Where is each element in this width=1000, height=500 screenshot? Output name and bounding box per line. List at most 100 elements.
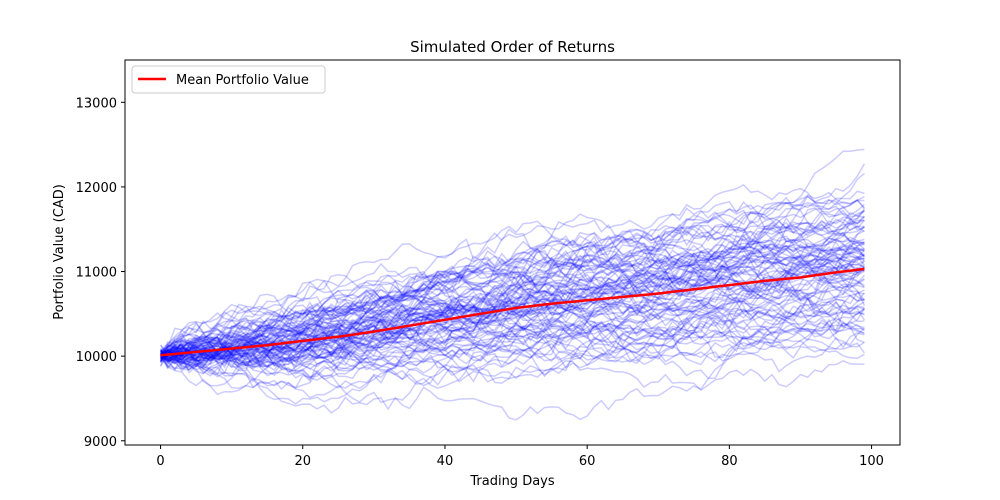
y-tick-label: 9000	[84, 435, 117, 450]
simulated-path	[159, 260, 865, 368]
y-tick-label: 12000	[76, 181, 117, 196]
simulated-path	[160, 288, 865, 355]
simulated-path	[160, 260, 865, 359]
simulated-path	[160, 228, 865, 364]
simulated-path	[160, 325, 865, 383]
simulated-path	[159, 340, 865, 421]
x-tick-label: 100	[859, 454, 884, 469]
simulated-path	[160, 332, 865, 392]
simulated-path	[160, 250, 866, 363]
simulated-path	[160, 298, 865, 404]
x-tick-label: 40	[437, 454, 454, 469]
simulated-path	[159, 240, 865, 368]
simulated-path	[160, 275, 865, 351]
simulated-path	[159, 244, 865, 375]
simulated-path	[160, 276, 865, 371]
simulated-path	[159, 306, 865, 370]
simulated-path	[160, 252, 865, 361]
simulated-path	[160, 257, 865, 365]
y-tick-label: 13000	[76, 96, 117, 111]
y-tick-label: 11000	[76, 266, 117, 281]
simulated-path	[160, 215, 865, 361]
simulated-path	[160, 195, 865, 355]
simulated-path	[160, 285, 865, 359]
simulated-path	[159, 274, 865, 367]
simulated-path	[160, 240, 865, 362]
y-tick-label: 10000	[76, 350, 117, 365]
x-tick-label: 20	[294, 454, 311, 469]
legend: Mean Portfolio Value	[131, 65, 326, 94]
simulated-path	[160, 327, 865, 405]
simulated-path	[160, 320, 865, 373]
simulated-path	[160, 252, 865, 372]
y-axis-label: Portfolio Value (CAD)	[52, 184, 67, 320]
simulated-path	[160, 308, 866, 379]
simulated-path	[160, 245, 865, 369]
mean-series	[160, 267, 865, 357]
simulated-path	[160, 264, 865, 360]
simulated-path	[160, 316, 865, 379]
simulated-path	[160, 241, 865, 352]
simulated-path	[160, 287, 865, 368]
simulated-path	[160, 173, 865, 381]
simulated-path	[160, 254, 865, 358]
simulated-path	[160, 255, 865, 371]
simulated-path	[160, 242, 865, 367]
simulated-path	[160, 248, 865, 361]
simulated-path	[159, 316, 865, 373]
simulated-path	[160, 300, 865, 383]
simulated-path	[160, 195, 865, 363]
x-axis-label: Trading Days	[469, 474, 554, 489]
simulated-path	[160, 312, 865, 362]
simulated-path	[160, 190, 865, 368]
simulated-path	[160, 226, 865, 361]
simulated-path	[160, 219, 865, 364]
mean-portfolio-line	[160, 267, 865, 357]
simulated-path	[160, 241, 865, 366]
simulated-path	[160, 210, 865, 363]
simulated-path	[160, 196, 865, 358]
simulated-path	[160, 321, 865, 370]
simulated-path	[159, 219, 865, 396]
chart-title: Simulated Order of Returns	[410, 38, 615, 56]
simulated-path	[160, 239, 865, 365]
simulated-path	[160, 255, 865, 377]
legend-label-mean: Mean Portfolio Value	[176, 73, 309, 88]
simulated-path	[160, 211, 865, 361]
simulated-path	[160, 209, 865, 360]
simulated-path	[160, 242, 866, 360]
simulated-paths	[159, 148, 866, 421]
simulated-path	[160, 204, 865, 361]
simulated-path	[160, 274, 865, 366]
x-tick-label: 80	[721, 454, 738, 469]
simulated-path	[160, 308, 865, 399]
simulated-path	[160, 201, 865, 361]
simulated-path	[160, 307, 865, 375]
simulated-path	[160, 266, 865, 358]
simulated-path	[160, 266, 865, 353]
simulated-path	[160, 261, 865, 373]
simulated-path	[160, 237, 865, 358]
x-axis: 0 20 40 60 80 100	[156, 445, 884, 469]
simulated-path	[160, 266, 865, 382]
legend-box	[131, 65, 326, 94]
simulated-path	[159, 254, 865, 357]
simulated-path	[160, 199, 865, 370]
simulated-path	[160, 302, 865, 362]
simulated-path	[160, 281, 865, 371]
simulated-path	[160, 203, 865, 354]
simulated-path	[160, 252, 865, 367]
y-axis: 9000 10000 11000 12000 13000	[76, 96, 125, 450]
simulated-path	[160, 163, 866, 362]
simulated-path	[159, 259, 866, 360]
simulated-path	[160, 243, 866, 360]
simulated-path	[160, 216, 865, 355]
simulated-path	[159, 292, 865, 381]
simulated-path	[160, 293, 865, 362]
simulated-path	[160, 238, 865, 355]
simulated-path	[159, 218, 865, 363]
simulated-path	[160, 274, 865, 375]
simulated-path	[160, 246, 865, 368]
simulated-path	[160, 148, 865, 362]
